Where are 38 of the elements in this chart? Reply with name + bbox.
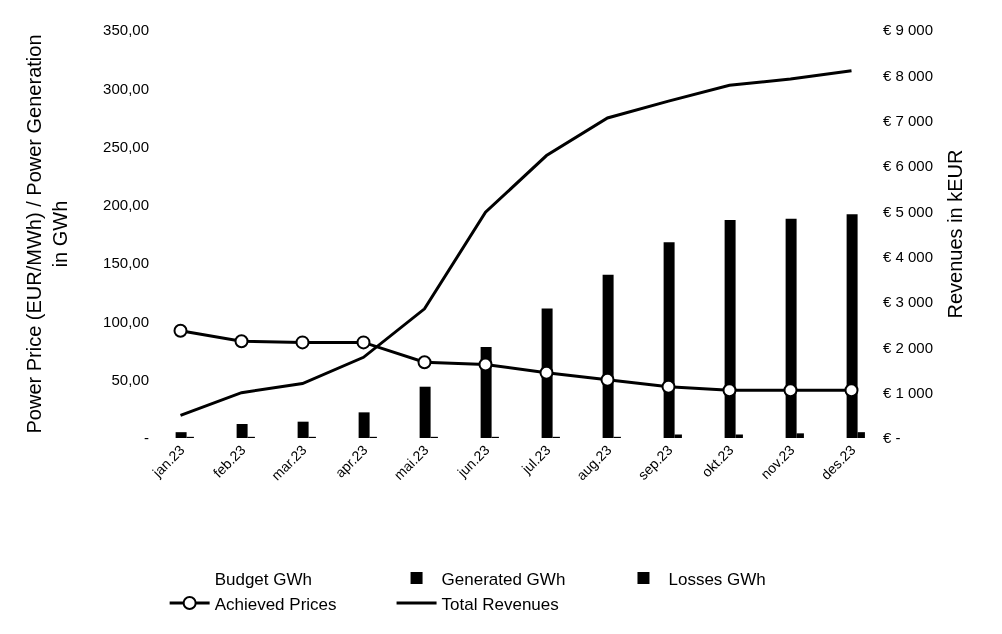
legend-label: Losses GWh <box>668 569 766 589</box>
point <box>722 383 737 398</box>
legend-label: Total Revenues <box>441 594 559 614</box>
point <box>600 372 615 387</box>
y2-tick-label: € 2 000 <box>883 338 934 356</box>
y-tick-label: - <box>144 429 149 447</box>
legend-label: Generated GWh <box>441 569 566 589</box>
y-axis-title: Power Price (EUR/MWh) / Power Generation in GWh <box>22 34 71 434</box>
point <box>295 335 310 350</box>
y2-tick-label: € 3 000 <box>883 293 934 311</box>
point <box>356 335 371 350</box>
point <box>783 383 798 398</box>
y2-tick-label: € 1 000 <box>883 383 934 401</box>
y2-tick-label: € 7 000 <box>883 111 934 129</box>
y-tick-label: 300,00 <box>103 79 149 97</box>
point <box>844 383 859 398</box>
line-series <box>179 69 853 417</box>
y-tick-label: 100,00 <box>103 312 149 330</box>
y-tick-label: 150,00 <box>103 254 149 272</box>
y-tick-label: 200,00 <box>103 196 149 214</box>
y2-tick-label: € 9 000 <box>883 21 934 39</box>
y-tick-label: 50,00 <box>111 370 149 388</box>
y2-tick-label: € 6 000 <box>883 157 934 175</box>
text: Budget GWh <box>214 569 312 589</box>
y-tick-label: 250,00 <box>103 137 149 155</box>
point <box>234 334 249 349</box>
y2-tick-label: € 4 000 <box>883 247 934 265</box>
point <box>173 323 188 338</box>
point <box>539 365 554 380</box>
y-tick-label: 350,00 <box>103 21 149 39</box>
y2-tick-label: € 8 000 <box>883 66 934 84</box>
point <box>478 357 493 372</box>
legend-label: Achieved Prices <box>214 594 337 614</box>
y2-tick-label: € 5 000 <box>883 202 934 220</box>
y2-axis-title: Revenues in kEUR <box>943 149 966 319</box>
y2-tick-label: € - <box>883 429 901 447</box>
point <box>417 355 432 370</box>
point <box>661 379 676 394</box>
